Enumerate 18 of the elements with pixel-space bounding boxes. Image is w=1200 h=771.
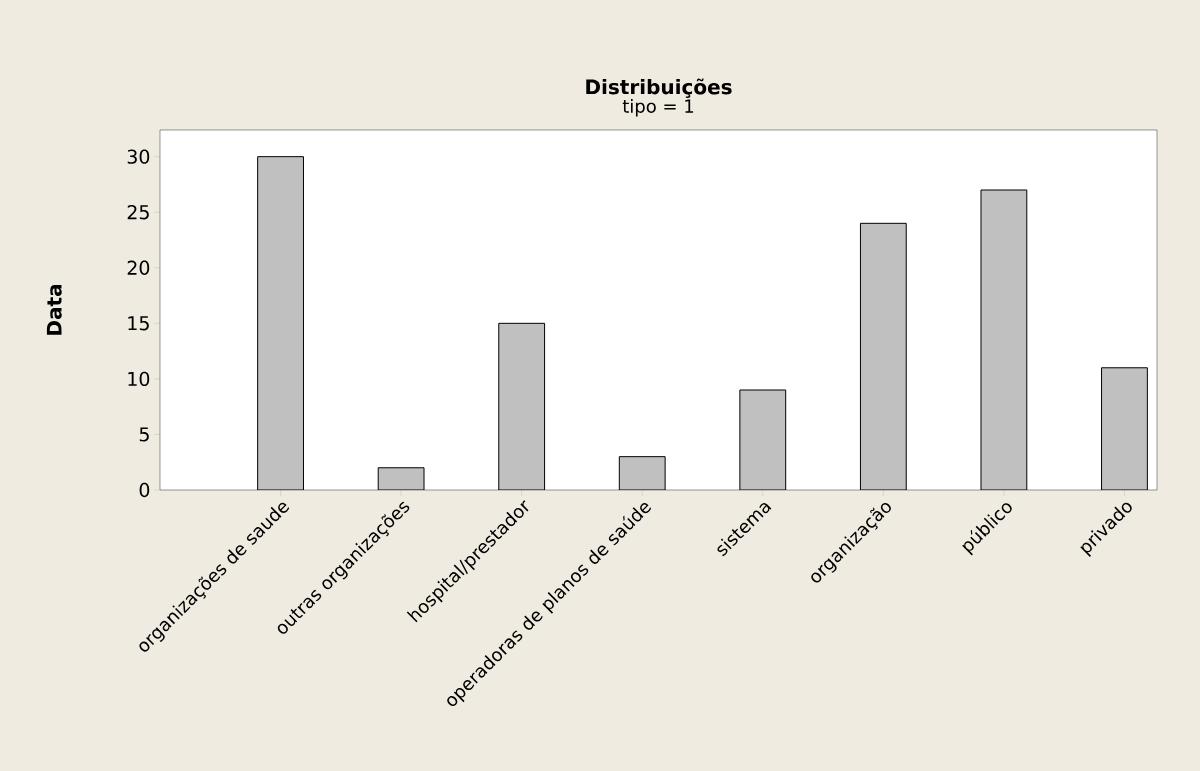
bar <box>377 467 425 490</box>
y-tick-label: 30 <box>127 149 150 164</box>
bar <box>618 456 666 490</box>
y-tick-label: 15 <box>128 316 149 331</box>
bar <box>257 156 304 490</box>
y-tick-label: 20 <box>127 260 150 275</box>
bar <box>859 222 907 490</box>
y-tick-label: 25 <box>127 205 149 220</box>
bar <box>498 322 546 490</box>
chart-title: Distribuições <box>586 78 732 99</box>
y-axis-title: Data <box>46 284 62 335</box>
y-tick-label: 5 <box>139 427 149 442</box>
y-tick-label: 0 <box>139 482 150 498</box>
y-tick-label: 10 <box>128 371 150 387</box>
bar <box>1101 367 1148 490</box>
chart-subtitle: tipo = 1 <box>622 99 694 117</box>
bar <box>980 189 1028 490</box>
bar <box>739 389 787 490</box>
